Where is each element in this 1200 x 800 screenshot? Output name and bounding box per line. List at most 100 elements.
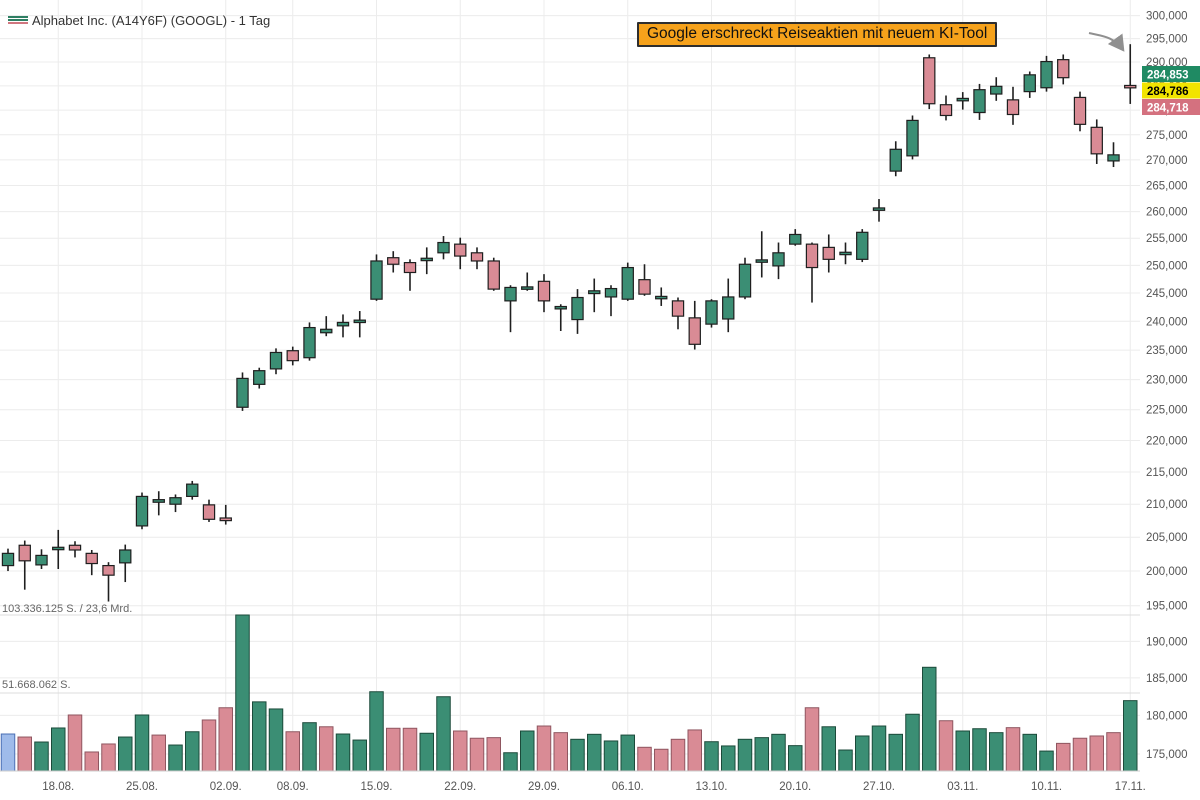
volume-bar: [972, 728, 987, 772]
candle-body: [504, 286, 517, 302]
date-tick-label: 08.09.: [277, 781, 309, 793]
candle-body: [655, 295, 668, 300]
candle-body: [202, 504, 216, 520]
candle-body: [755, 259, 768, 263]
volume-bar: [637, 746, 652, 772]
volume-bar: [620, 734, 635, 772]
volume-bar: [369, 691, 384, 772]
date-tick-label: 17.11.: [1115, 781, 1146, 793]
price-tick-label: 205,000: [1146, 532, 1188, 544]
candle-body: [839, 251, 852, 256]
date-tick-label: 18.08.: [42, 781, 74, 793]
candle-body: [923, 57, 936, 105]
volume-bar: [788, 745, 803, 772]
candle-body: [286, 350, 299, 362]
volume-bar: [402, 727, 418, 772]
candle-body: [688, 317, 701, 345]
price-tick-label: 175,000: [1146, 749, 1188, 761]
candle-body: [973, 89, 986, 114]
date-tick-label: 29.09.: [528, 781, 560, 793]
candle-body: [872, 207, 886, 211]
quote-label-value: 284,718: [1147, 103, 1189, 115]
volume-bar: [838, 749, 853, 772]
candle-body: [470, 252, 484, 262]
volume-bar: [168, 744, 183, 772]
candle-body: [1040, 60, 1053, 89]
volume-bar: [754, 737, 769, 772]
candle-body: [454, 243, 467, 257]
price-tick-label: 300,000: [1146, 11, 1188, 23]
volume-bar: [821, 726, 836, 772]
candle-body: [1073, 96, 1087, 125]
volume-bar: [587, 733, 602, 772]
volume-bar: [453, 730, 468, 772]
date-tick-label: 27.10.: [863, 781, 895, 793]
price-tick-label: 295,000: [1146, 34, 1188, 46]
candle-body: [738, 263, 752, 298]
volume-bar: [34, 741, 49, 772]
price-tick-label: 215,000: [1146, 467, 1188, 479]
candle-body: [990, 85, 1003, 95]
candle-body: [939, 104, 953, 117]
volume-bar: [51, 727, 66, 772]
candle-body: [604, 287, 618, 298]
candle-body: [487, 260, 500, 290]
volume-bar: [687, 729, 702, 772]
candle-body: [1057, 59, 1070, 79]
volume-bar: [151, 734, 166, 772]
price-tick-label: 255,000: [1146, 233, 1188, 245]
candle-body: [135, 495, 149, 527]
candle-body: [554, 305, 567, 310]
candle-body: [387, 257, 400, 265]
candlestick-series-icon: [8, 16, 28, 26]
volume-bar: [1106, 732, 1121, 772]
candle-body: [705, 300, 718, 325]
date-tick-label: 22.09.: [444, 781, 476, 793]
volume-bar: [252, 701, 267, 772]
news-annotation[interactable]: Google erschreckt Reiseaktien mit neuem …: [637, 22, 998, 47]
volume-bars: [0, 614, 1138, 772]
candle-body: [85, 552, 98, 565]
volume-bar: [888, 733, 903, 772]
price-tick-label: 260,000: [1146, 207, 1188, 219]
candle-body: [571, 296, 584, 321]
volume-mid-label: 51.668.062 S.: [2, 679, 71, 691]
volume-bar: [17, 736, 32, 772]
date-tick-label: 10.11.: [1031, 781, 1062, 793]
price-tick-label: 240,000: [1146, 316, 1188, 328]
volume-bar: [670, 738, 686, 772]
candle-body: [420, 257, 433, 262]
candle-body: [671, 300, 685, 317]
candle-body: [789, 233, 802, 245]
volume-bar: [0, 733, 16, 772]
date-tick-label: 13.10.: [696, 781, 728, 793]
price-tick-label: 220,000: [1146, 435, 1188, 447]
volume-bar: [268, 708, 284, 772]
price-tick-label: 245,000: [1146, 288, 1188, 300]
volume-bar: [721, 745, 736, 772]
volume-bar: [855, 735, 870, 772]
candle-body: [822, 246, 835, 260]
quote-label-value: 284,853: [1147, 70, 1189, 82]
instrument-title: Alphabet Inc. (A14Y6F) (GOOGL) - 1 Tag: [32, 13, 271, 28]
candle-body: [1124, 84, 1137, 89]
quote-label-bg: [1142, 82, 1200, 99]
candle-body: [336, 321, 350, 327]
candle-body: [521, 286, 534, 290]
volume-bar: [486, 737, 501, 772]
volume-bar: [804, 707, 820, 772]
price-tick-label: 210,000: [1146, 499, 1188, 511]
date-tick-label: 15.09.: [361, 781, 393, 793]
candle-body: [906, 119, 919, 157]
volume-bar: [1123, 700, 1138, 772]
volume-bar: [67, 714, 83, 772]
quote-label-value: 284,786: [1147, 86, 1189, 98]
price-tick-label: 185,000: [1146, 673, 1188, 685]
volume-bar: [536, 725, 552, 772]
date-axis: 18.08. 25.08. 02.09. 08.09. 15.09. 22.09. 29.0…: [42, 781, 1146, 793]
candle-body: [1090, 126, 1103, 155]
volume-bar: [938, 720, 954, 772]
volume-bar: [654, 748, 669, 772]
candle-body: [102, 564, 115, 576]
